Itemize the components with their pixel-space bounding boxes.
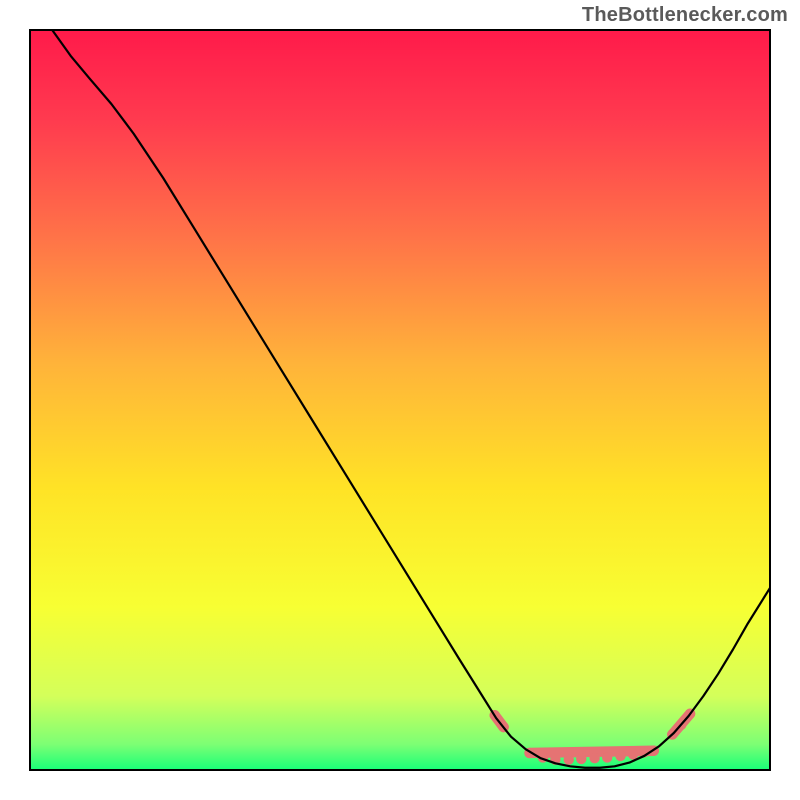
chart-svg (0, 0, 800, 800)
bottleneck-chart: TheBottlenecker.com (0, 0, 800, 800)
chart-background (30, 30, 770, 770)
watermark-text: TheBottlenecker.com (582, 4, 788, 27)
